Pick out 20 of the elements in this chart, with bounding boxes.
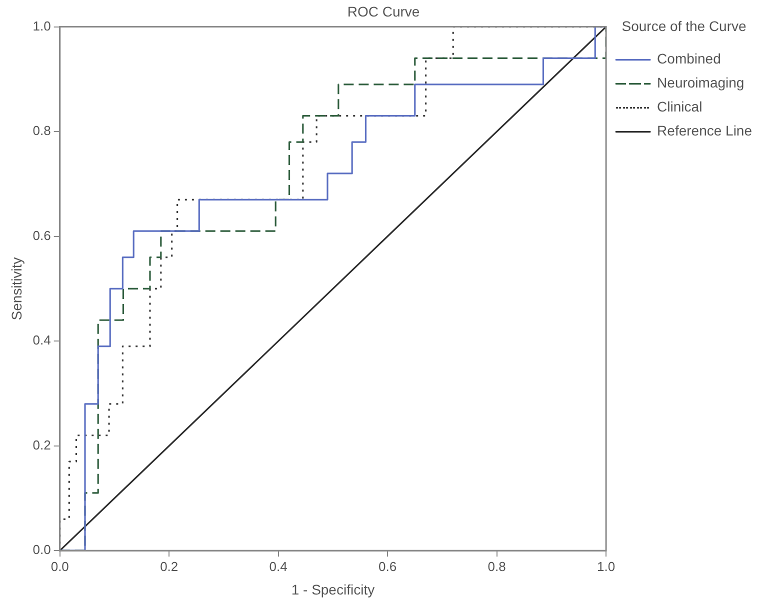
x-axis-title: 1 - Specificity	[291, 581, 375, 598]
x-tick-label: 0.6	[378, 558, 397, 574]
x-tick-label: 0.2	[160, 558, 178, 574]
legend-label: Clinical	[657, 98, 702, 115]
x-tick-label: 0.8	[488, 558, 506, 574]
y-tick-label: 0.0	[32, 542, 51, 558]
y-tick-label: 0.2	[32, 437, 51, 452]
legend-label: Combined	[657, 50, 721, 67]
y-tick-label: 0.8	[32, 123, 51, 138]
legend-label: Neuroimaging	[657, 74, 744, 91]
y-tick-label: 0.4	[32, 332, 51, 348]
x-tick-label: 1.0	[597, 558, 616, 574]
x-tick-label: 0.0	[50, 558, 69, 574]
y-tick-label: 0.6	[32, 228, 51, 243]
legend-label: Reference Line	[657, 122, 752, 139]
y-tick-label: 1.0	[32, 18, 51, 34]
chart-title: ROC Curve	[347, 3, 420, 20]
x-tick-label: 0.4	[269, 558, 288, 574]
y-axis-title: Sensitivity	[8, 257, 24, 320]
legend-title: Source of the Curve	[622, 18, 746, 34]
